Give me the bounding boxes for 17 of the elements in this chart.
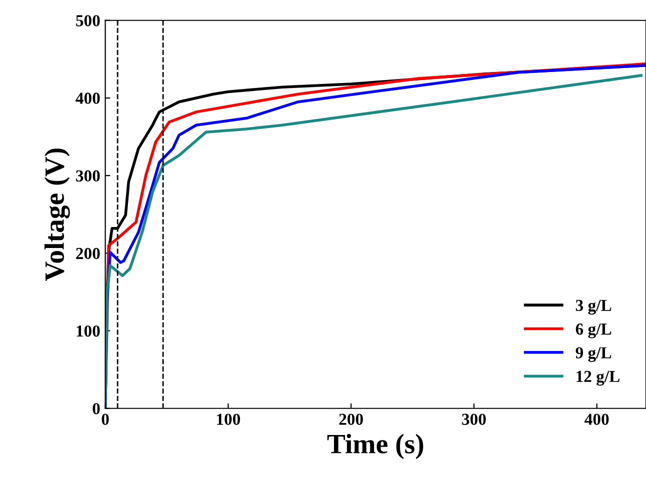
x-axis-title: Time (s) [327,434,424,460]
x-tick-label: 200 [339,414,363,425]
x-tick-label: 100 [217,414,240,425]
legend-label: 9 g/L [576,347,612,362]
y-tick-label: 400 [76,92,100,104]
y-tick-label: 100 [76,325,100,337]
y-tick-label: 300 [76,170,100,182]
y-axis-title: Voltage (V) [44,148,70,282]
x-tick-label: 0 [102,414,109,425]
legend-label: 6 g/L [576,324,612,338]
y-tick-label: 0 [92,403,100,414]
x-tick-label: 400 [584,414,609,425]
legend-label: 12 g/L [576,370,620,386]
y-tick-label: 200 [76,248,100,260]
y-tick-label: 500 [76,15,100,26]
x-tick-label: 300 [462,414,486,425]
legend-label: 3 g/L [576,300,612,315]
